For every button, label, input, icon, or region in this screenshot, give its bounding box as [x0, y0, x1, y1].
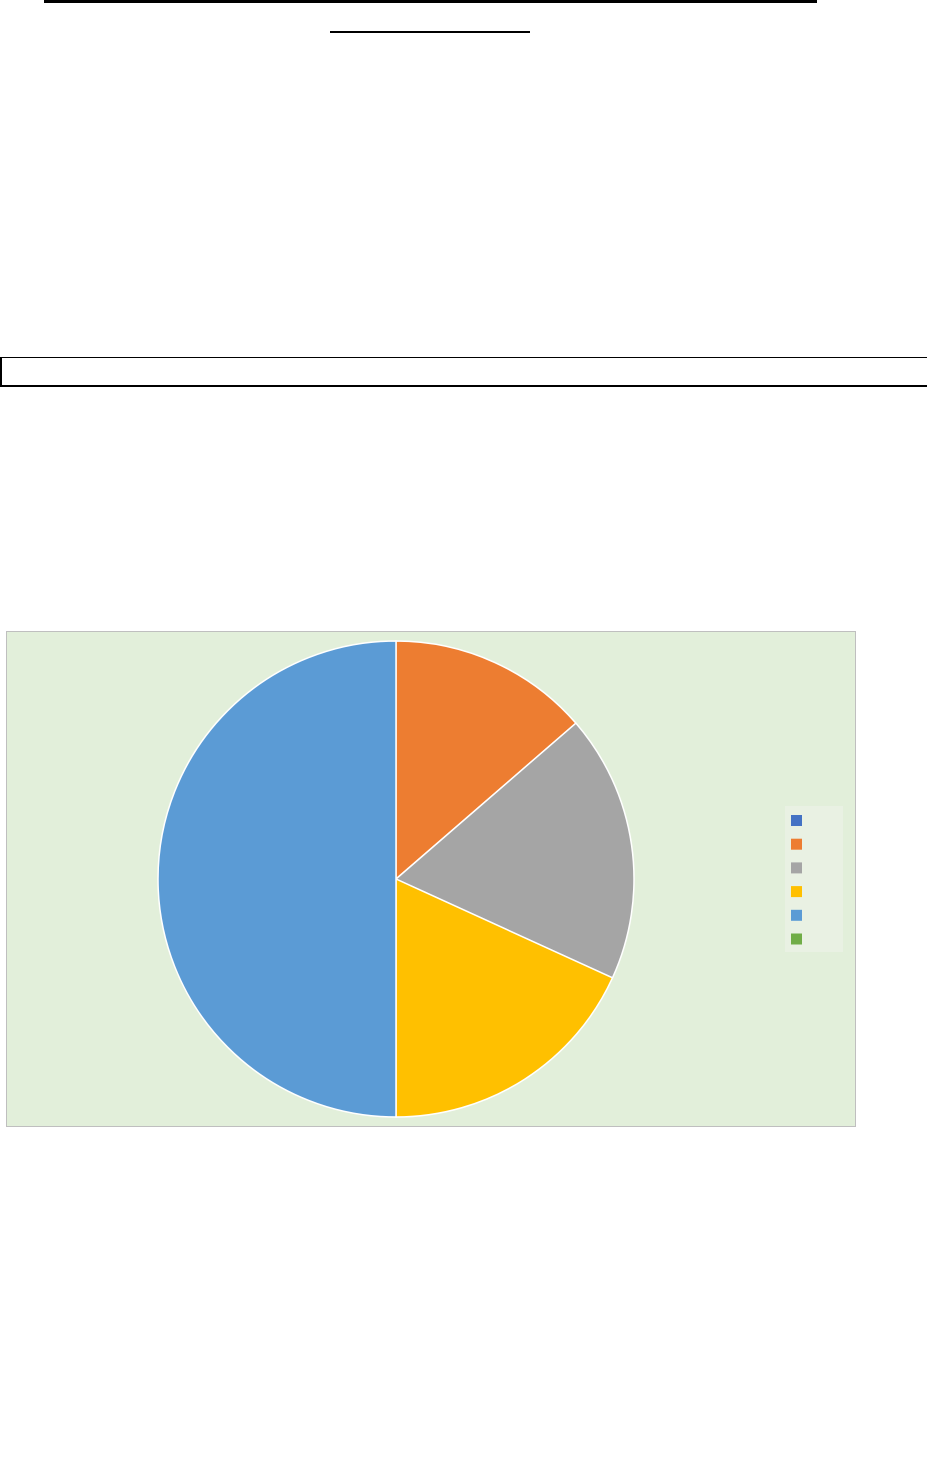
pie-slice-4 — [157, 640, 397, 1118]
pie-slice-2 — [394, 722, 635, 979]
legend-marker-1 — [791, 838, 802, 850]
bordered-text-box — [0, 357, 927, 387]
top-rule — [44, 0, 817, 3]
pie-slice-1 — [395, 640, 577, 881]
heading-underline — [330, 31, 530, 33]
legend-marker-4 — [791, 909, 802, 921]
pie-chart-svg — [157, 640, 843, 1118]
pie-slice-3 — [395, 877, 614, 1118]
legend-marker-2 — [791, 862, 802, 874]
legend-marker-5 — [791, 933, 802, 945]
pie-chart — [6, 631, 856, 1127]
legend-marker-0 — [791, 815, 802, 826]
legend — [785, 806, 843, 952]
legend-marker-3 — [791, 886, 802, 898]
